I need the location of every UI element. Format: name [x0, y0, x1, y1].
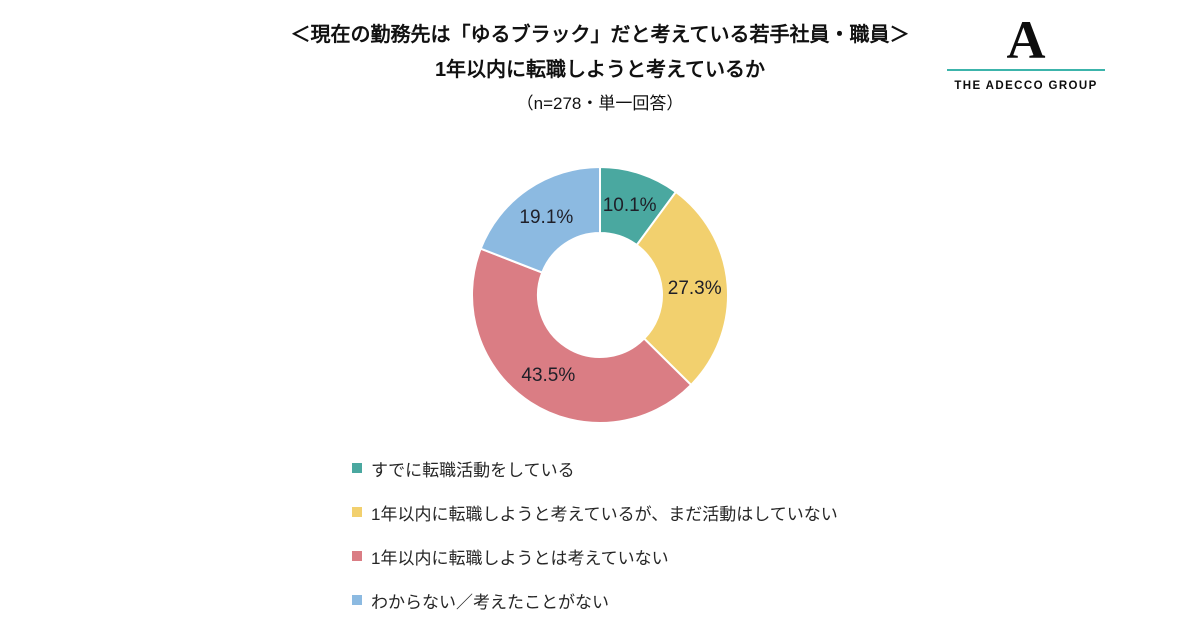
donut-chart-area: 10.1% 27.3% 43.5% 19.1% — [430, 125, 770, 465]
slice-value-label: 10.1% — [603, 195, 657, 216]
slice-value-label: 43.5% — [521, 365, 575, 386]
chart-title-line-1: ＜現在の勤務先は「ゆるブラック」だと考えている若手社員・職員＞ — [290, 24, 910, 46]
legend-swatch — [352, 551, 362, 561]
legend-label: すでに転職活動をしている — [371, 460, 575, 480]
legend-item: わからない／考えたことがない — [352, 591, 838, 612]
slice-value-label: 27.3% — [668, 278, 722, 299]
donut-slice-3 — [479, 165, 601, 274]
legend-swatch — [352, 595, 362, 605]
logo-accent-rule — [947, 69, 1105, 71]
slice-value-label: 19.1% — [519, 207, 573, 228]
sample-size-note: （n=278・単一回答） — [516, 94, 684, 113]
donut-slice-2 — [471, 247, 693, 424]
donut-slice-1 — [635, 190, 729, 387]
legend-label: わからない／考えたことがない — [371, 592, 609, 612]
legend-item: すでに転職活動をしている — [352, 459, 838, 480]
legend-swatch — [352, 507, 362, 517]
chart-legend: すでに転職活動をしている 1年以内に転職しようと考えているが、まだ活動はしていな… — [352, 459, 838, 630]
legend-item: 1年以内に転職しようと考えているが、まだ活動はしていない — [352, 503, 838, 524]
logo-a-mark: A — [1006, 10, 1046, 70]
legend-label: 1年以内に転職しようとは考えていない — [371, 548, 669, 568]
donut-chart: 10.1% 27.3% 43.5% 19.1% — [471, 165, 729, 424]
logo-wordmark: THE ADECCO GROUP — [954, 80, 1098, 92]
legend-swatch — [352, 463, 362, 473]
chart-title-line-2: 1年以内に転職しようと考えているか — [434, 59, 766, 81]
chart-title-block: ＜現在の勤務先は「ゆるブラック」だと考えている若手社員・職員＞ 1年以内に転職し… — [150, 18, 1050, 120]
legend-label: 1年以内に転職しようと考えているが、まだ活動はしていない — [371, 504, 838, 524]
legend-item: 1年以内に転職しようとは考えていない — [352, 547, 838, 568]
adecco-group-logo: A THE ADECCO GROUP — [947, 12, 1105, 92]
